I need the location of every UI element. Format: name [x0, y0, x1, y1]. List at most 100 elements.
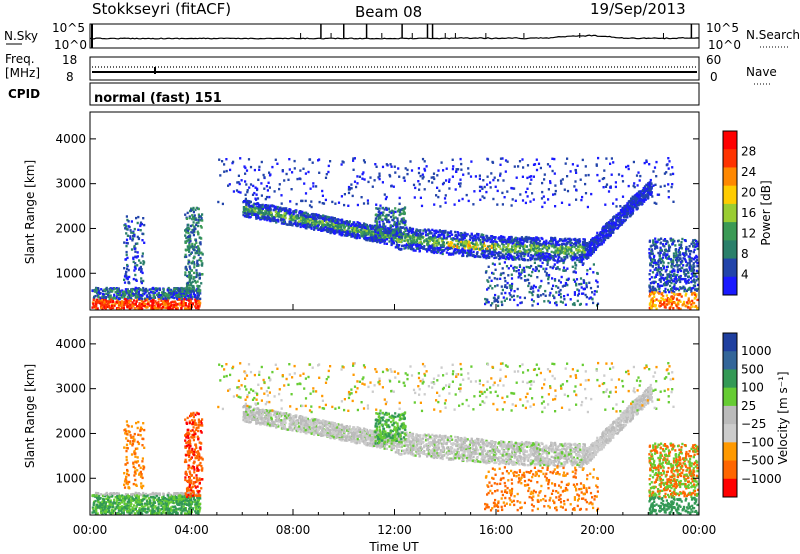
power-cell	[675, 277, 678, 281]
power-cell	[635, 207, 638, 210]
power-cell	[477, 237, 480, 240]
power-cell	[338, 229, 341, 233]
power-cell	[503, 236, 506, 239]
power-cell	[97, 295, 100, 299]
power-cell	[359, 225, 362, 229]
power-cell	[355, 224, 358, 227]
power-cell	[192, 215, 195, 219]
power-cell	[569, 254, 572, 258]
power-cell	[634, 201, 637, 204]
power-heatmap	[91, 156, 700, 311]
power-cell	[526, 240, 529, 243]
power-cell	[309, 226, 312, 229]
power-cell	[559, 244, 562, 248]
power-cell	[579, 245, 582, 249]
power-cell	[138, 302, 141, 305]
power-cell	[281, 216, 284, 219]
power-cell	[466, 254, 469, 258]
power-cell	[299, 225, 302, 229]
power-cell	[545, 252, 548, 255]
power-cell	[560, 251, 563, 255]
power-cell	[473, 234, 476, 238]
power-cell	[636, 194, 639, 197]
power-cell	[441, 248, 444, 252]
power-cell	[243, 212, 246, 215]
power-cell	[335, 221, 338, 224]
power-cell	[463, 231, 466, 235]
power-cell	[139, 223, 142, 226]
power-cell	[481, 251, 484, 254]
power-cell	[540, 256, 543, 259]
power-cell	[185, 297, 188, 301]
power-cell	[266, 218, 269, 222]
power-cell	[596, 244, 599, 248]
power-cell	[110, 304, 113, 308]
power-cell	[191, 303, 194, 306]
freq-panel-frame	[89, 56, 700, 81]
power-cell	[591, 239, 594, 242]
power-cell	[497, 254, 500, 257]
power-cell	[384, 225, 387, 228]
power-cell	[695, 304, 698, 308]
power-cell	[276, 205, 279, 209]
power-cell	[109, 306, 112, 310]
power-cell	[272, 219, 275, 223]
power-cell	[638, 199, 641, 202]
power-cell	[520, 257, 524, 261]
power-cell	[618, 220, 621, 224]
power-cell	[124, 273, 127, 276]
power-cell	[441, 250, 444, 253]
power-cell	[402, 217, 405, 220]
power-cell	[439, 237, 442, 240]
power-cell	[418, 237, 421, 241]
power-cell	[259, 216, 262, 219]
power-cell	[369, 237, 372, 241]
power-cell	[273, 215, 276, 219]
power-cell	[461, 233, 464, 237]
power-cell	[454, 248, 457, 251]
power-cell	[262, 217, 265, 220]
power-cell	[617, 216, 620, 219]
power-cell	[530, 253, 533, 257]
power-cell	[162, 297, 165, 300]
power-cell	[348, 233, 351, 236]
power-cell	[627, 207, 630, 210]
power-cell	[195, 223, 198, 226]
power-cell	[398, 213, 401, 217]
power-cell	[479, 238, 482, 242]
power-cell	[410, 240, 413, 243]
power-cell	[188, 284, 191, 287]
power-cell	[258, 206, 261, 209]
power-cell	[549, 255, 552, 258]
power-cell	[692, 258, 696, 261]
power-cell	[125, 277, 128, 280]
power-cell	[648, 306, 651, 310]
power-cell	[142, 279, 145, 283]
power-cell	[662, 239, 665, 242]
power-cell	[375, 233, 378, 236]
power-cell	[186, 307, 189, 310]
power-cell	[647, 188, 650, 191]
power-cell	[352, 223, 355, 226]
power-cell	[525, 235, 528, 239]
power-cell	[531, 256, 534, 259]
power-cell	[111, 287, 114, 290]
power-cell	[574, 257, 578, 260]
power-cell	[189, 301, 193, 305]
power-cell	[247, 213, 250, 216]
power-cell	[556, 243, 559, 246]
power-cell	[657, 238, 660, 241]
power-cell	[429, 230, 432, 234]
power-cell	[580, 260, 583, 263]
power-cell	[615, 215, 619, 218]
power-cell	[383, 236, 386, 240]
power-cell	[563, 256, 566, 259]
power-cell	[577, 241, 581, 245]
power-cell	[612, 222, 615, 225]
power-cell	[574, 243, 577, 246]
power-cell	[373, 228, 377, 232]
power-cell	[389, 231, 392, 234]
power-cell	[667, 261, 670, 265]
power-cell	[185, 236, 188, 240]
power-cell	[343, 225, 346, 229]
